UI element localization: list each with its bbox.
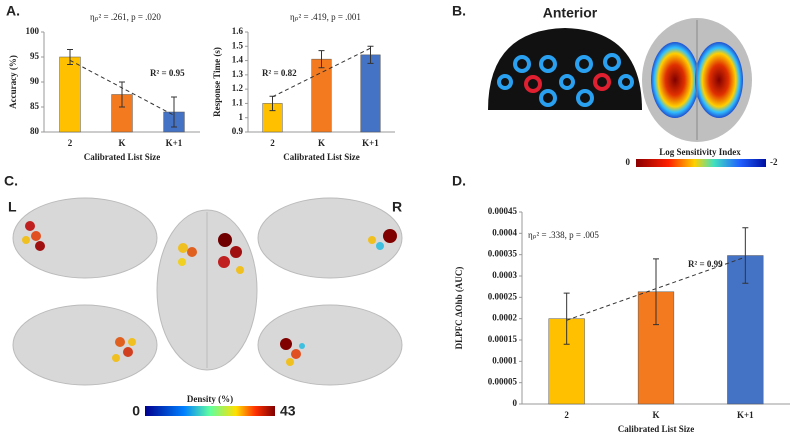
xlabel: Calibrated List Size [618,424,695,434]
error-bar [367,45,374,64]
error-bar [742,227,749,284]
colorbar-title: Density (%) [187,394,233,404]
y-tick-label: 85 [30,101,40,111]
error-bar [563,292,570,345]
error-bar [318,50,325,69]
error-bar [119,81,125,108]
colorbar [145,406,275,416]
annotation: ηₚ² = .261, p = .020 [90,12,161,22]
xlabel: Calibrated List Size [84,152,161,162]
bar [311,58,332,133]
y-tick-label: 1.3 [232,69,244,79]
x-tick-label: K [318,138,325,148]
density-brains [12,197,403,386]
colorbar-max: 43 [280,403,296,419]
xlabel: Calibrated List Size [283,152,360,162]
colorbar-max: -2 [770,157,778,167]
bar [360,54,381,133]
trend-line [272,47,371,98]
y-tick-label: 80 [30,126,40,136]
r-squared: R² = 0.82 [262,68,297,78]
y-tick-label: 1.5 [232,40,244,50]
y-tick-label: 0.9 [232,126,244,136]
hemisphere-label: L [8,199,17,215]
x-tick-label: K+1 [362,138,379,148]
y-tick-label: 90 [30,76,40,86]
error-bar [171,96,177,128]
x-tick-label: K [118,138,125,148]
x-tick-label: K+1 [166,138,183,148]
optode-cap [488,28,642,110]
y-tick-label: 0.0001 [492,355,517,365]
y-tick-label: 100 [26,26,40,36]
x-tick-label: 2 [564,410,569,420]
error-bar [653,258,659,326]
panel-label: D. [452,173,466,189]
y-tick-label: 1.2 [232,83,244,93]
x-tick-label: K [652,410,659,420]
sensitivity-brain [642,18,752,142]
error-bar [67,49,73,65]
y-tick-label: 1.1 [232,97,244,107]
y-tick-label: 1 [239,112,244,122]
annotation: ηₚ² = .419, p = .001 [290,12,361,22]
y-tick-label: 0.0002 [492,313,517,323]
trend-line [566,256,746,321]
density-dots [22,221,397,366]
y-tick-label: 0.00005 [488,377,518,387]
hemisphere-label: R [392,199,402,215]
y-tick-label: 0 [513,398,518,408]
panel-label: B. [452,3,466,19]
ylabel: DLPFC ΔOhb (AUC) [454,267,464,350]
panel-label: C. [4,173,18,189]
y-tick-label: 0.00045 [488,206,518,216]
y-tick-label: 1.4 [232,55,244,65]
x-tick-label: K+1 [737,410,754,420]
y-tick-label: 0.00035 [488,249,518,259]
y-tick-label: 0.00015 [488,334,518,344]
ylabel: Response Time (s) [212,47,222,117]
y-tick-label: 0.00025 [488,291,518,301]
x-tick-label: 2 [270,138,275,148]
colorbar-min: 0 [132,403,140,419]
colorbar-title: Log Sensitivity Index [659,147,741,157]
r-squared: R² = 0.95 [150,68,185,78]
bar [59,56,81,133]
x-tick-label: 2 [68,138,73,148]
r-squared: R² = 0.99 [688,259,723,269]
view-label: Anterior [543,5,598,21]
ylabel: Accuracy (%) [8,55,18,109]
panel-label: A. [6,3,20,19]
y-tick-label: 95 [30,51,40,61]
colorbar [636,159,766,167]
trend-line [69,59,175,116]
y-tick-label: 1.6 [232,26,244,36]
annotation: ηₚ² = .338, p = .005 [528,230,599,240]
y-tick-label: 0.0004 [492,227,517,237]
y-tick-label: 0.0003 [492,270,517,280]
colorbar-min: 0 [626,157,631,167]
